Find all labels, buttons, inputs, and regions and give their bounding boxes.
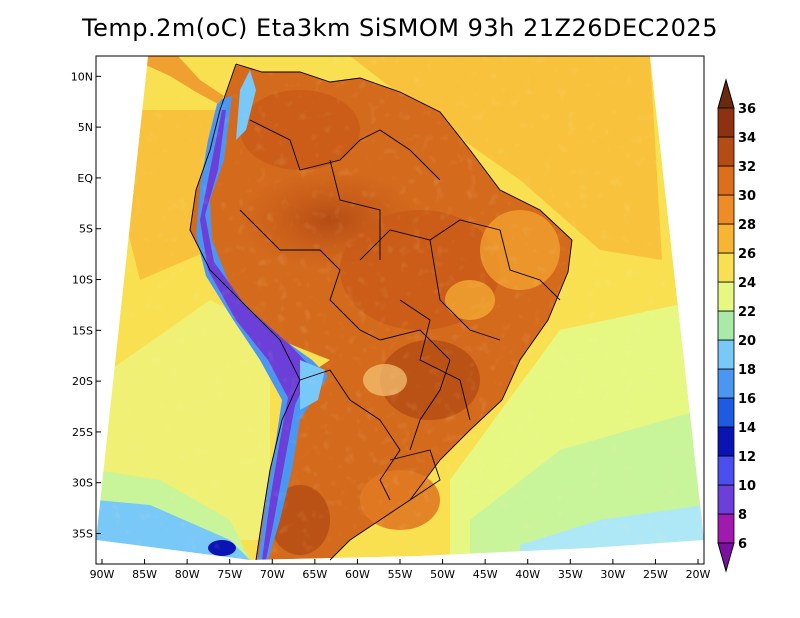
brazil-state-line-3 <box>399 299 471 421</box>
atlantic-coastline <box>235 63 573 561</box>
colorbar-label: 30 <box>738 189 756 204</box>
lat-tick-label: 30S <box>72 477 93 490</box>
lon-tick-label: 75W <box>217 568 242 581</box>
argentina-border <box>299 369 401 501</box>
lat-tick-label: 35S <box>72 528 93 541</box>
lon-tick-label: 40W <box>515 568 540 581</box>
colorbar-over-triangle <box>717 78 735 109</box>
northern-border <box>249 119 441 181</box>
lon-tick-label: 85W <box>132 568 157 581</box>
lat-tick-label: 10N <box>71 70 93 83</box>
lon-tick-label: 55W <box>388 568 413 581</box>
lat-tick-label: 15S <box>72 324 93 337</box>
colorbar-label: 6 <box>738 537 747 552</box>
colorbar-swatch <box>717 310 735 341</box>
colorbar-label: 28 <box>738 218 756 233</box>
colorbar-swatch <box>717 136 735 167</box>
colorbar-label: 26 <box>738 247 756 262</box>
lon-tick-label: 25W <box>643 568 668 581</box>
colorbar-label: 8 <box>738 508 747 523</box>
colorbar-label: 24 <box>738 276 756 291</box>
outside-domain-right <box>650 56 704 540</box>
pacific-coastline <box>189 63 301 561</box>
colorbar-swatch <box>717 484 735 515</box>
lon-tick-label: 20W <box>686 568 711 581</box>
lon-tick-label: 35W <box>558 568 583 581</box>
colorbar: 6 8 10 12 14 16 18 20 22 24 26 28 30 32 34 36 <box>717 78 756 573</box>
lon-tick-label: 50W <box>430 568 455 581</box>
colorbar-swatch <box>717 252 735 283</box>
brazil-state-line-5 <box>329 159 381 260</box>
lat-tick-label: 5S <box>79 223 93 236</box>
colorbar-under-triangle <box>717 542 735 573</box>
lat-tick-label: EQ <box>77 172 93 185</box>
lon-tick-label: 30W <box>600 568 625 581</box>
temperature-field <box>96 56 704 564</box>
brazil-state-line-2 <box>429 239 501 341</box>
lon-tick-label: 45W <box>473 568 498 581</box>
longitude-axis: 90W 85W 80W 75W 70W 65W 60W 55W 50W 45W 40W 35W 30W 2… <box>90 559 711 581</box>
lon-tick-label: 70W <box>260 568 285 581</box>
lat-tick-label: 5N <box>78 121 93 134</box>
colorbar-swatch <box>717 165 735 196</box>
lon-tick-label: 80W <box>175 568 200 581</box>
field-texture <box>96 56 704 560</box>
lat-tick-label: 20S <box>72 375 93 388</box>
colorbar-swatch <box>717 107 735 138</box>
colorbar-label: 18 <box>738 363 756 378</box>
colorbar-label: 14 <box>738 421 756 436</box>
colorbar-swatch <box>717 397 735 428</box>
map-title: Temp.2m(oC) Eta3km SiSMOM 93h 21Z26DEC20… <box>82 14 718 42</box>
colorbar-swatch <box>717 368 735 399</box>
paraguay-border <box>379 329 451 451</box>
latitude-axis: 10N 5N EQ 5S 10S 15S 20S 25S 30S 35S <box>71 70 101 541</box>
colorbar-swatch <box>717 223 735 254</box>
lon-tick-label: 60W <box>345 568 370 581</box>
central-america-land <box>136 56 224 104</box>
colorbar-label: 22 <box>738 305 756 320</box>
country-borders <box>189 63 573 561</box>
colorbar-label: 12 <box>738 450 756 465</box>
peru-brazil-border <box>239 209 381 341</box>
colorbar-label: 36 <box>738 102 756 117</box>
colorbar-swatch <box>717 426 735 457</box>
colorbar-swatch <box>717 455 735 486</box>
colorbar-swatch <box>717 194 735 225</box>
lon-tick-label: 90W <box>90 568 115 581</box>
colorbar-label: 16 <box>738 392 756 407</box>
colorbar-label: 10 <box>738 479 756 494</box>
colorbar-label: 32 <box>738 160 756 175</box>
brazil-state-line-4 <box>499 229 561 301</box>
outside-domain-left <box>96 56 148 540</box>
uruguay-border <box>389 449 441 501</box>
outside-domain-bottom <box>96 540 704 564</box>
lon-tick-label: 65W <box>302 568 327 581</box>
colorbar-swatch <box>717 513 735 544</box>
colorbar-swatch <box>717 339 735 370</box>
lat-tick-label: 10S <box>72 274 93 287</box>
colorbar-label: 20 <box>738 334 756 349</box>
colorbar-swatch <box>717 281 735 312</box>
colorbar-label: 34 <box>738 131 756 146</box>
lat-tick-label: 25S <box>72 426 93 439</box>
